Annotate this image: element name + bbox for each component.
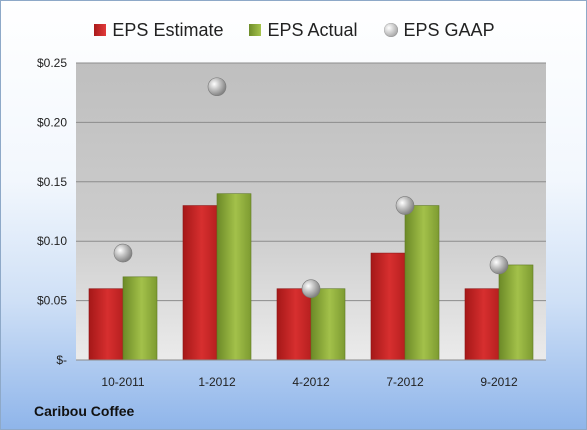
legend-item-eps-gaap: EPS GAAP xyxy=(383,19,495,41)
x-axis-tick-labels: 10-2011 1-2012 4-2012 7-2012 9-2012 xyxy=(101,375,518,389)
gaap-markers xyxy=(113,77,509,299)
bar-eps-estimate xyxy=(276,288,312,361)
legend: EPS Estimate EPS Actual EPS GAAP xyxy=(1,17,587,43)
legend-label-eps-actual: EPS Actual xyxy=(267,19,358,40)
x-tick-label: 7-2012 xyxy=(386,375,424,389)
marker-eps-gaap xyxy=(489,255,509,275)
marker-eps-gaap xyxy=(395,196,415,215)
x-tick-label: 4-2012 xyxy=(292,375,330,389)
y-tick-label: $0.10 xyxy=(37,234,67,248)
y-tick-label: $- xyxy=(56,353,67,367)
x-tick-label: 9-2012 xyxy=(480,375,518,389)
bar-eps-estimate xyxy=(464,288,500,361)
legend-swatch-eps-gaap xyxy=(383,23,398,37)
y-tick-label: $0.25 xyxy=(37,56,67,70)
y-axis-tick-labels: $- $0.05 $0.10 $0.15 $0.20 $0.25 xyxy=(37,56,67,367)
bar-eps-estimate xyxy=(370,252,406,361)
bar-eps-estimate xyxy=(182,205,218,361)
bars xyxy=(88,193,534,361)
bar-eps-actual xyxy=(122,276,158,361)
marker-eps-gaap xyxy=(207,77,227,97)
legend-swatch-eps-actual xyxy=(249,24,262,36)
bar-eps-actual xyxy=(498,264,534,361)
x-tick-label: 10-2011 xyxy=(101,375,144,389)
y-tick-label: $0.05 xyxy=(37,294,67,308)
legend-label-eps-gaap: EPS GAAP xyxy=(403,19,495,40)
y-tick-label: $0.20 xyxy=(37,115,67,129)
y-tick-label: $0.15 xyxy=(37,175,67,189)
legend-item-eps-estimate: EPS Estimate xyxy=(94,20,223,41)
bar-eps-actual xyxy=(404,205,440,361)
legend-swatch-eps-estimate xyxy=(94,24,107,36)
legend-label-eps-estimate: EPS Estimate xyxy=(112,19,224,40)
legend-item-eps-actual: EPS Actual xyxy=(249,19,358,41)
bar-eps-actual xyxy=(216,193,252,361)
bar-eps-estimate xyxy=(88,288,124,361)
marker-eps-gaap xyxy=(301,279,321,299)
company-name: Caribou Coffee xyxy=(34,403,135,419)
x-tick-label: 1-2012 xyxy=(198,375,236,389)
bar-eps-actual xyxy=(310,288,346,361)
marker-eps-gaap xyxy=(113,243,133,263)
